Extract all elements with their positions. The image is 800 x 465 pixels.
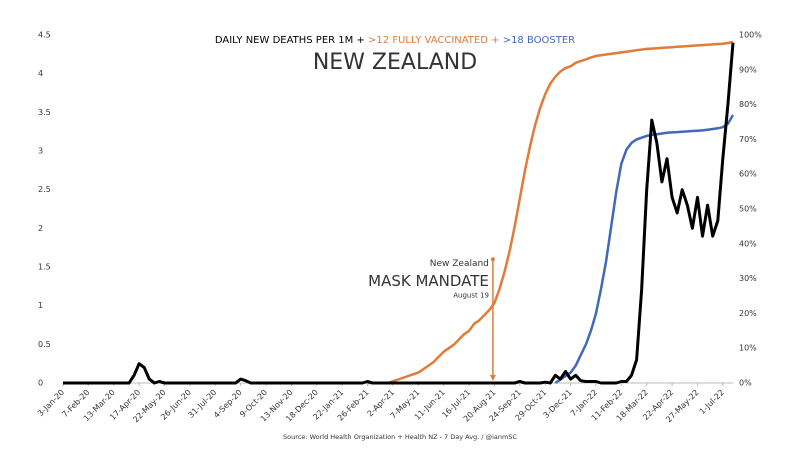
y2-tick-label: 10%	[739, 344, 757, 353]
y-tick-label: 3	[38, 147, 43, 156]
y-tick-label: 0	[38, 379, 43, 388]
y2-tick-label: 90%	[739, 65, 757, 74]
y2-tick-label: 20%	[739, 309, 757, 318]
annotation-text: New Zealand	[430, 259, 489, 269]
series-line	[63, 42, 735, 385]
y-tick-label: 1	[38, 301, 43, 310]
source: Source: World Health Organization + Heal…	[283, 433, 517, 441]
y-tick-label: 2	[38, 224, 43, 233]
series-line	[554, 114, 735, 385]
y2-tick-label: 30%	[739, 274, 757, 283]
x-tick-label: 1-Jul-22	[698, 388, 726, 416]
y-tick-label: 4	[38, 69, 43, 78]
y2-tick-label: 50%	[739, 205, 757, 214]
annotation-dot	[490, 257, 495, 262]
y-tick-label: 1.5	[38, 263, 51, 272]
y2-tick-label: 70%	[739, 135, 757, 144]
chart-subtitle: NEW ZEALAND	[313, 50, 477, 75]
y2-tick-label: 100%	[739, 31, 762, 40]
y2-tick-label: 40%	[739, 239, 757, 248]
title-part: DAILY NEW DEATHS PER 1M +	[215, 35, 365, 46]
arrow-head	[489, 375, 496, 381]
title-part: >18 BOOSTER	[503, 35, 575, 46]
y2-tick-label: 0%	[739, 379, 752, 388]
y-tick-label: 2.5	[38, 185, 51, 194]
annotation-text: August 19	[453, 291, 489, 299]
y2-tick-label: 60%	[739, 170, 757, 179]
y-tick-label: 3.5	[38, 108, 51, 117]
title-part: >12 FULLY VACCINATED +	[368, 35, 499, 46]
chart-title: DAILY NEW DEATHS PER 1M + >12 FULLY VACC…	[215, 35, 575, 46]
annotation-text: MASK MANDATE	[368, 272, 489, 290]
y2-tick-label: 80%	[739, 100, 757, 109]
y-tick-label: 4.5	[38, 31, 51, 40]
series-line	[367, 40, 734, 385]
y-tick-label: 0.5	[38, 340, 51, 349]
